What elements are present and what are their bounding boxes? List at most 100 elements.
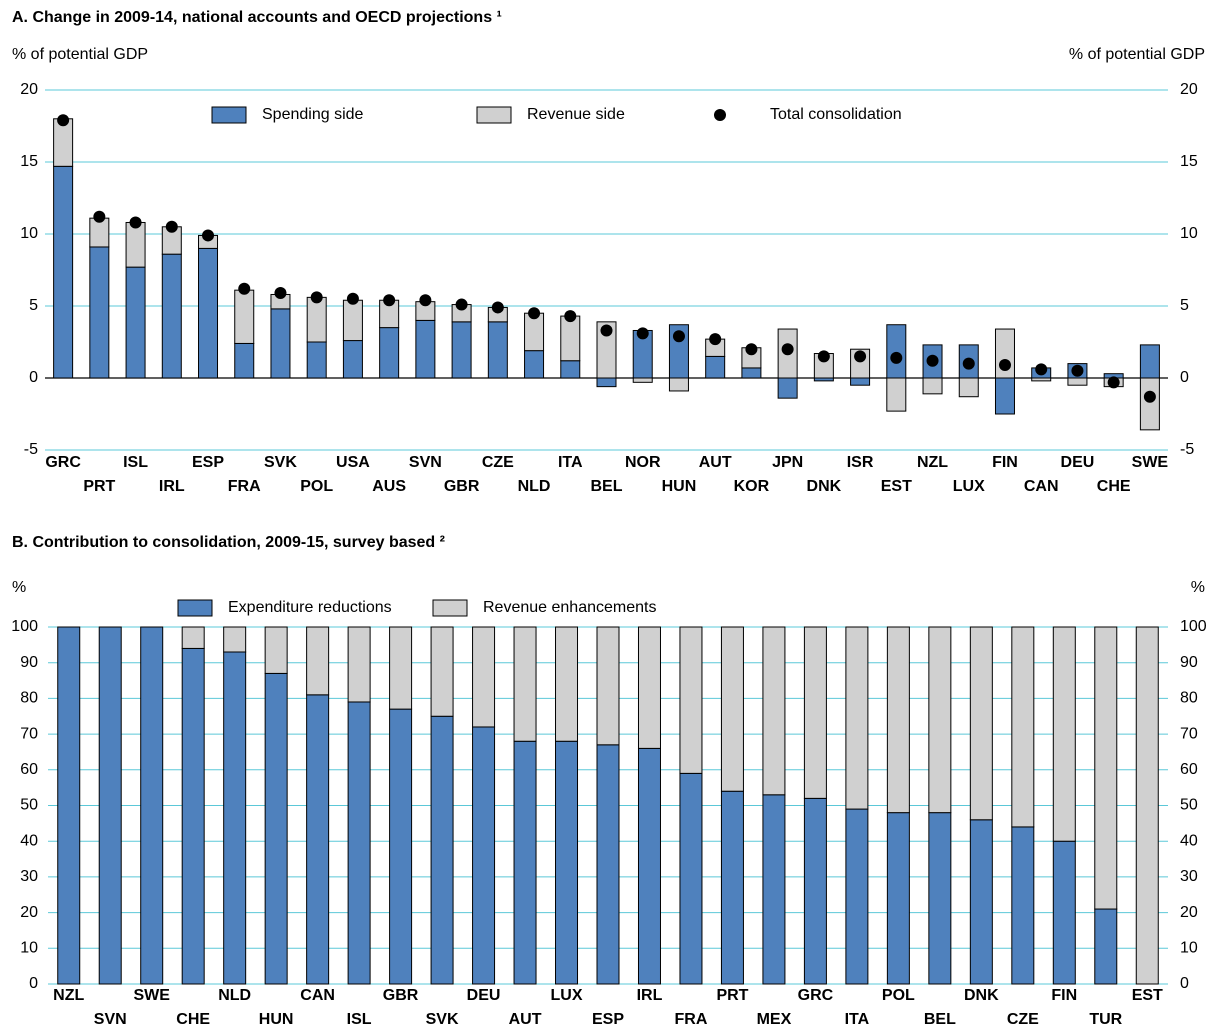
total-dot [817,350,830,363]
total-dot [202,229,215,242]
y-tick-label: -5 [24,441,38,458]
bar-segment [928,812,952,985]
bar-segment [1011,626,1035,828]
bar-segment [513,740,537,985]
bar-segment [637,626,661,749]
bar-segment [741,367,762,379]
y-tick-label: 60 [20,761,38,778]
y-tick-label: 0 [29,369,38,386]
bar-segment [415,319,436,379]
y2-tick-label: 10 [1180,940,1198,957]
x-tick-label: GBR [444,478,480,495]
y2-tick-label: 50 [1180,797,1198,814]
x-tick-label: SVK [426,1011,459,1028]
x-tick-label: GRC [45,454,81,471]
x-tick-label: AUT [699,454,732,471]
bar-segment [555,626,579,742]
bar-segment [430,715,454,985]
bar-segment [803,797,827,985]
total-dot [998,359,1011,372]
y-tick-label: 40 [20,832,38,849]
bar-segment [181,647,205,985]
total-dot [926,354,939,367]
bar-segment [845,626,869,810]
x-tick-label: AUT [509,1011,542,1028]
x-tick-label: CHE [176,1011,210,1028]
total-dot [636,327,649,340]
bar-segment [57,626,81,985]
y2-tick-label: 10 [1180,225,1198,242]
bar-segment [264,672,288,985]
bar-segment [886,324,907,379]
bar-segment [777,377,798,399]
x-tick-label: NZL [53,987,84,1004]
bar-segment [596,744,620,985]
bar-segment [596,321,617,379]
bar-segment [181,626,205,649]
y2-tick-label: 100 [1180,618,1207,635]
chart-title: A. Change in 2009-14, national accounts … [12,9,502,26]
total-dot [890,351,903,364]
total-dot [1107,376,1120,389]
x-tick-label: LUX [953,478,985,495]
x-tick-label: ITA [558,454,583,471]
y-tick-label: 80 [20,690,38,707]
y2-axis-label: % [1191,579,1205,596]
bar-segment [264,626,288,674]
x-tick-label: DNK [964,987,999,1004]
x-tick-label: POL [300,478,333,495]
x-tick-label: LUX [551,987,583,1004]
total-dot [600,324,613,337]
bar-segment [555,740,579,985]
bar-segment [389,708,413,985]
total-dot [165,220,178,233]
legend-label: Total consolidation [770,106,902,123]
y-tick-label: 100 [11,618,38,635]
x-tick-label: NLD [518,478,551,495]
bar-segment [928,626,952,814]
x-tick-label: SVN [94,1011,127,1028]
total-dot [1143,390,1156,403]
x-tick-label: TUR [1089,1011,1122,1028]
y-tick-label: 5 [29,297,38,314]
x-tick-label: CHE [1097,478,1131,495]
total-dot [238,282,251,295]
bar-segment [98,626,122,985]
y-axis-label: % of potential GDP [12,46,148,63]
total-dot [274,287,287,300]
bar-segment [347,701,371,985]
bar-segment [1031,377,1052,382]
bar-segment [762,794,786,985]
total-dot [709,333,722,346]
bar-segment [560,360,581,379]
bar-segment [125,266,146,379]
bar-segment [994,377,1015,415]
x-tick-label: PRT [716,987,748,1004]
legend-dot [714,109,726,121]
x-tick-label: CZE [1007,1011,1039,1028]
x-tick-label: BEL [591,478,623,495]
bar-segment [1139,377,1160,431]
x-tick-label: GBR [383,987,419,1004]
legend-label: Spending side [262,106,364,123]
x-tick-label: KOR [734,478,770,495]
x-tick-label: AUS [372,478,406,495]
y2-tick-label: 30 [1180,868,1198,885]
x-tick-label: DEU [1061,454,1095,471]
y2-tick-label: 40 [1180,832,1198,849]
x-tick-label: ESP [592,1011,624,1028]
x-tick-label: NLD [218,987,251,1004]
y-tick-label: 20 [20,904,38,921]
total-dot [962,357,975,370]
bar-segment [845,808,869,985]
bar-segment [969,819,993,985]
x-tick-label: CZE [482,454,514,471]
bar-segment [1094,626,1118,910]
bar-segment [198,247,219,379]
y-tick-label: 20 [20,81,38,98]
bar-segment [270,308,291,379]
bar-segment [53,165,74,379]
legend-label: Revenue enhancements [483,599,656,616]
bar-segment [803,626,827,799]
bar-segment [524,350,545,379]
